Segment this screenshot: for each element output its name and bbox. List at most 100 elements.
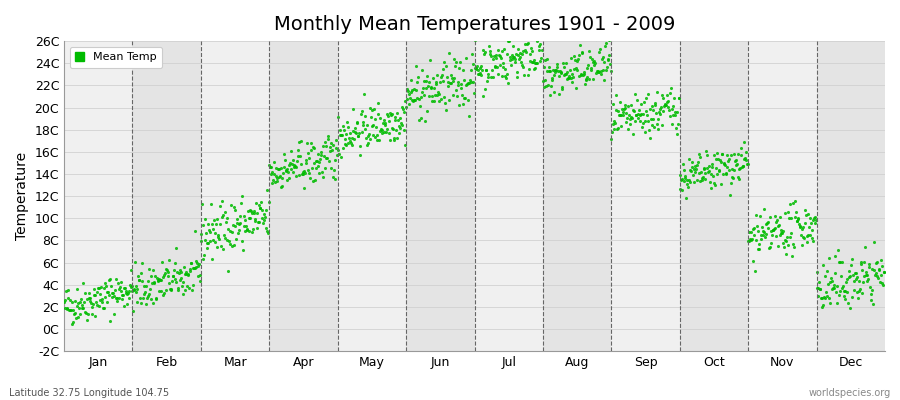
Point (473, 70, 488, 76)
Point (759, 230, 773, 237)
Point (778, 238, 793, 245)
Point (658, 102, 672, 108)
Point (626, 130, 640, 137)
Point (598, 43, 612, 50)
Point (372, 136, 386, 143)
Point (641, 90, 655, 97)
Point (670, 130, 684, 137)
Point (348, 129, 363, 135)
Point (391, 117, 405, 123)
Point (864, 297, 878, 303)
Point (811, 292, 825, 299)
Point (506, 43, 520, 50)
Point (633, 118, 647, 125)
Point (708, 165, 723, 171)
Point (100, 299, 114, 305)
Point (220, 214, 234, 221)
Point (245, 229, 259, 236)
Point (809, 217, 824, 223)
Point (530, 60, 544, 66)
Point (815, 262, 830, 268)
Point (457, 95, 472, 101)
Point (361, 140, 375, 146)
Point (545, 75, 560, 81)
Point (224, 202, 238, 208)
Point (743, 228, 758, 235)
Point (621, 126, 635, 132)
Point (821, 280, 835, 287)
Point (133, 295, 148, 302)
Point (783, 201, 797, 208)
Point (345, 142, 359, 148)
Point (475, 47, 490, 53)
Point (441, 78, 455, 85)
Point (699, 148, 714, 154)
Point (693, 154, 707, 160)
Point (252, 202, 266, 208)
Point (554, 70, 568, 76)
Point (203, 238, 218, 244)
Point (645, 107, 660, 114)
Point (96, 305, 111, 312)
Point (465, 61, 480, 67)
Point (616, 106, 631, 112)
Bar (338, 41, 406, 351)
Point (544, 82, 558, 89)
Point (142, 291, 157, 298)
Point (313, 152, 328, 158)
Bar (680, 41, 748, 351)
Point (588, 60, 602, 66)
Point (292, 139, 306, 146)
Point (695, 175, 709, 182)
Point (292, 153, 307, 159)
Point (760, 219, 775, 225)
Point (616, 112, 631, 118)
Point (571, 56, 585, 62)
Point (690, 177, 705, 183)
Point (631, 111, 645, 117)
Point (787, 243, 801, 250)
Point (73, 311, 87, 317)
Point (214, 214, 229, 220)
Point (661, 104, 675, 110)
Point (478, 86, 492, 92)
Point (275, 175, 290, 182)
Point (859, 271, 873, 278)
Point (550, 64, 564, 70)
Point (830, 283, 844, 289)
Point (390, 109, 404, 116)
Point (199, 230, 213, 236)
Point (491, 47, 505, 53)
Point (224, 242, 238, 249)
Point (796, 235, 811, 241)
Point (259, 225, 274, 232)
Point (687, 179, 701, 186)
Point (798, 207, 813, 213)
Point (716, 161, 731, 167)
Point (472, 65, 487, 71)
Point (77, 309, 92, 315)
Point (873, 257, 887, 263)
Point (752, 241, 767, 248)
Point (371, 111, 385, 118)
Point (310, 158, 324, 165)
Point (731, 151, 745, 157)
Point (470, 63, 484, 69)
Point (793, 224, 807, 230)
Point (117, 285, 131, 291)
Point (305, 178, 320, 185)
Point (274, 183, 289, 190)
Point (106, 290, 121, 296)
Point (228, 207, 242, 214)
Point (726, 175, 741, 182)
Point (242, 228, 256, 234)
Point (542, 68, 556, 74)
Point (456, 67, 471, 74)
Point (392, 129, 406, 136)
Point (595, 56, 609, 62)
Point (644, 122, 659, 128)
Point (781, 208, 796, 215)
Point (253, 205, 267, 212)
Point (336, 123, 350, 130)
Point (680, 181, 695, 188)
